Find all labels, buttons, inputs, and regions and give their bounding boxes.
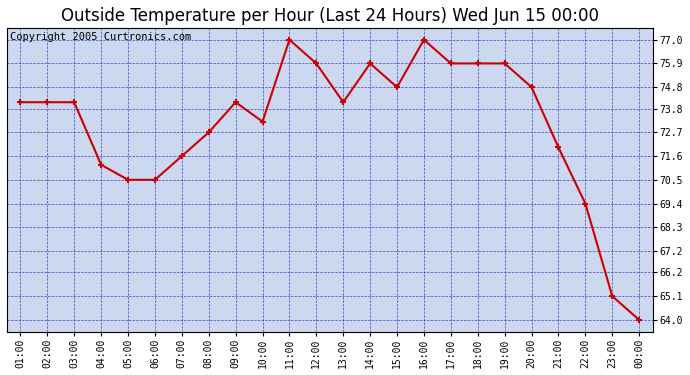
Title: Outside Temperature per Hour (Last 24 Hours) Wed Jun 15 00:00: Outside Temperature per Hour (Last 24 Ho… — [61, 7, 599, 25]
Text: Copyright 2005 Curtronics.com: Copyright 2005 Curtronics.com — [10, 33, 191, 42]
